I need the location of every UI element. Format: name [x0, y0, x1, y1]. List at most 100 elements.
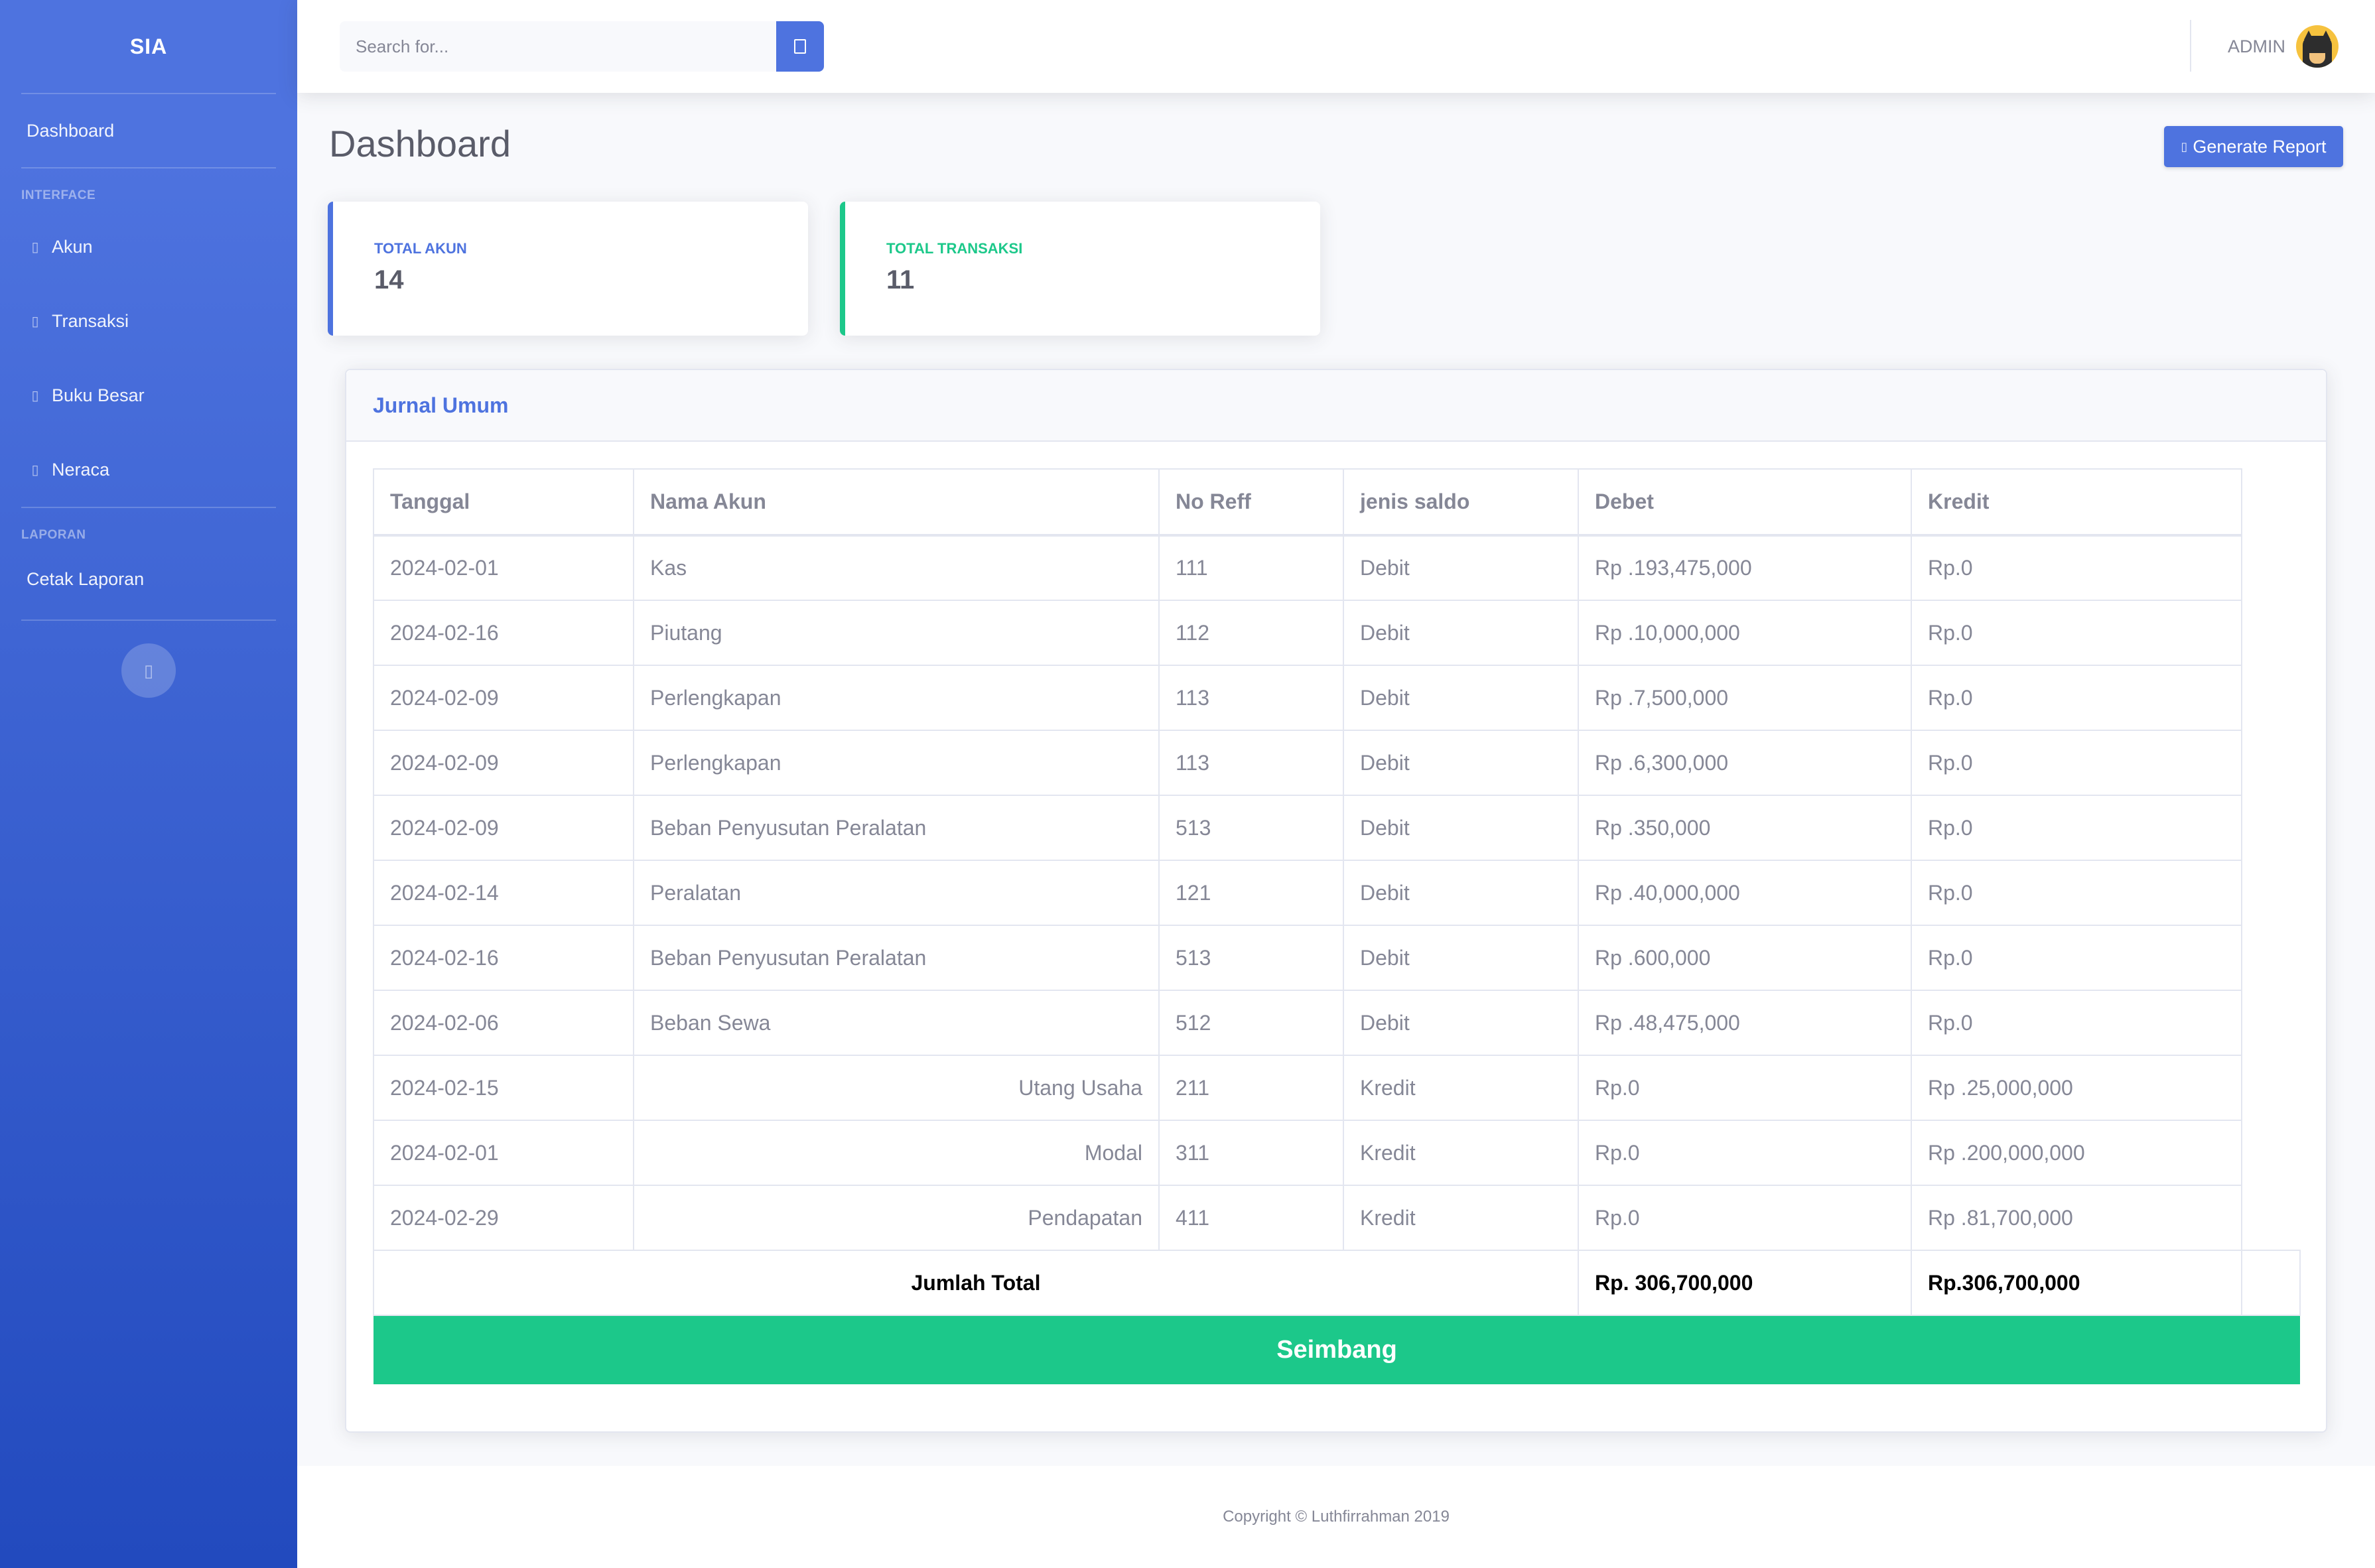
stat-value: 11	[886, 265, 915, 294]
table-row: 2024-02-09 Beban Penyusutan Peralatan 513 D…	[373, 795, 2300, 861]
cell-debet: Rp .6,300,000	[1578, 730, 1912, 796]
cell-no-reff: 513	[1158, 925, 1344, 991]
sidebar-divider	[21, 507, 276, 508]
avatar	[2296, 25, 2339, 68]
sidebar-heading-interface: INTERFACE	[21, 188, 96, 202]
search-button[interactable]	[776, 21, 824, 72]
cell-no-reff: 311	[1158, 1120, 1344, 1186]
cell-debet: Rp .40,000,000	[1578, 860, 1912, 926]
cell-tanggal: 2024-02-29	[373, 1185, 634, 1251]
sidebar-item-label: Transaksi	[52, 310, 129, 331]
cell-no-reff: 211	[1158, 1055, 1344, 1121]
spacer-cell	[2242, 860, 2300, 925]
table-row: 2024-02-01 Kas 111 Debit Rp .193,475,000 Rp.0	[373, 535, 2300, 601]
table-row: 2024-02-09 Perlengkapan 113 Debit Rp .7,500,…	[373, 665, 2300, 731]
cell-nama-akun: Modal	[633, 1120, 1160, 1186]
generate-report-label: Generate Report	[2193, 136, 2327, 157]
sidebar-heading-laporan: LAPORAN	[21, 528, 86, 542]
stat-label: TOTAL TRANSAKSI	[886, 240, 1023, 257]
column-header: Tanggal	[373, 468, 634, 537]
copyright-text: Copyright © Luthfirrahman 2019	[1223, 1508, 1450, 1526]
cell-tanggal: 2024-02-01	[373, 535, 634, 601]
column-header: No Reff	[1158, 468, 1344, 537]
empty-cell	[2241, 1250, 2301, 1316]
cell-jenis-saldo: Debit	[1343, 990, 1579, 1056]
sidebar-item-label: Buku Besar	[52, 385, 145, 405]
cell-debet: Rp .350,000	[1578, 795, 1912, 861]
sidebar-item-label: Dashboard	[27, 120, 115, 141]
table-header-row: Tanggal Nama Akun No Reff jenis saldo De…	[373, 468, 2300, 537]
spacer-cell	[2242, 1120, 2300, 1185]
table-row: 2024-02-16 Piutang 112 Debit Rp .10,000,000 R…	[373, 600, 2300, 666]
cell-nama-akun: Perlengkapan	[633, 665, 1160, 731]
column-header: jenis saldo	[1343, 468, 1579, 537]
cell-debet: Rp .193,475,000	[1578, 535, 1912, 601]
cell-kredit: Rp.0	[1911, 665, 2242, 731]
sidebar-toggle-button[interactable]: ▯	[121, 643, 176, 698]
cell-kredit: Rp.0	[1911, 925, 2242, 991]
cell-jenis-saldo: Debit	[1343, 925, 1579, 991]
sidebar-item-dashboard[interactable]: Dashboard	[0, 94, 297, 167]
total-debet: Rp. 306,700,000	[1578, 1250, 1912, 1316]
cell-no-reff: 121	[1158, 860, 1344, 926]
cell-jenis-saldo: Debit	[1343, 730, 1579, 796]
cell-kredit: Rp.0	[1911, 990, 2242, 1056]
spacer-cell	[2242, 990, 2300, 1055]
cell-tanggal: 2024-02-09	[373, 795, 634, 861]
cell-jenis-saldo: Debit	[1343, 860, 1579, 926]
user-name: ADMIN	[2228, 36, 2285, 56]
sidebar-brand[interactable]: SIA	[129, 34, 168, 58]
cell-kredit: Rp.0	[1911, 730, 2242, 796]
cell-jenis-saldo: Debit	[1343, 665, 1579, 731]
cell-jenis-saldo: Kredit	[1343, 1120, 1579, 1186]
sidebar-item-cetak-laporan[interactable]: Cetak Laporan	[0, 549, 297, 609]
spacer-cell	[2242, 795, 2300, 860]
square-icon: ▯	[31, 239, 39, 255]
cell-nama-akun: Pendapatan	[633, 1185, 1160, 1251]
stat-label: TOTAL AKUN	[374, 240, 467, 257]
sidebar-item-neraca[interactable]: ▯ Neraca	[0, 432, 297, 507]
spacer-cell	[2242, 600, 2300, 665]
sidebar-item-buku-besar[interactable]: ▯ Buku Besar	[0, 358, 297, 432]
cell-no-reff: 113	[1158, 730, 1344, 796]
user-dropdown[interactable]: ADMIN	[2228, 20, 2339, 73]
cell-nama-akun: Beban Penyusutan Peralatan	[633, 925, 1160, 991]
cell-nama-akun: Utang Usaha	[633, 1055, 1160, 1121]
total-row: Jumlah Total Rp. 306,700,000 Rp.306,700,…	[373, 1250, 2301, 1316]
table-row: 2024-02-15 Utang Usaha 211 Kredit Rp.0 Rp .25…	[373, 1055, 2300, 1121]
cell-kredit: Rp.0	[1911, 535, 2242, 601]
sidebar-item-label: Akun	[52, 236, 93, 257]
cell-kredit: Rp.0	[1911, 795, 2242, 861]
cell-tanggal: 2024-02-06	[373, 990, 634, 1056]
cell-tanggal: 2024-02-14	[373, 860, 634, 926]
sidebar-item-transaksi[interactable]: ▯ Transaksi	[0, 284, 297, 358]
cell-debet: Rp .10,000,000	[1578, 600, 1912, 666]
cell-no-reff: 512	[1158, 990, 1344, 1056]
search-icon	[794, 39, 806, 54]
card-title: Jurnal Umum	[346, 370, 2326, 442]
cell-kredit: Rp.0	[1911, 600, 2242, 666]
sidebar-item-label: Cetak Laporan	[27, 568, 145, 589]
search-input[interactable]	[340, 21, 776, 72]
spacer-cell	[2242, 1185, 2300, 1250]
cell-no-reff: 111	[1158, 535, 1344, 601]
cell-nama-akun: Perlengkapan	[633, 730, 1160, 796]
jurnal-table: Tanggal Nama Akun No Reff jenis saldo De…	[373, 468, 2301, 1384]
stat-card-total-akun: TOTAL AKUN 14	[328, 202, 808, 336]
table-row: 2024-02-06 Beban Sewa 512 Debit Rp .48,475,0…	[373, 990, 2300, 1056]
cell-jenis-saldo: Debit	[1343, 535, 1579, 601]
cell-kredit: Rp .200,000,000	[1911, 1120, 2242, 1186]
spacer-cell	[2242, 925, 2300, 990]
topbar: ADMIN	[297, 0, 2375, 93]
generate-report-button[interactable]: ▯ Generate Report	[2164, 126, 2343, 167]
stat-value: 14	[374, 265, 404, 294]
cell-kredit: Rp .81,700,000	[1911, 1185, 2242, 1251]
spacer-cell	[2242, 665, 2300, 730]
topbar-divider	[2190, 20, 2191, 72]
footer: Copyright © Luthfirrahman 2019	[297, 1466, 2375, 1568]
total-label: Jumlah Total	[373, 1250, 1579, 1316]
sidebar-item-akun[interactable]: ▯ Akun	[0, 210, 297, 284]
cell-kredit: Rp.0	[1911, 860, 2242, 926]
total-kredit: Rp.306,700,000	[1911, 1250, 2242, 1316]
sidebar: SIA Dashboard INTERFACE ▯ Akun ▯ Transak…	[0, 0, 297, 1568]
